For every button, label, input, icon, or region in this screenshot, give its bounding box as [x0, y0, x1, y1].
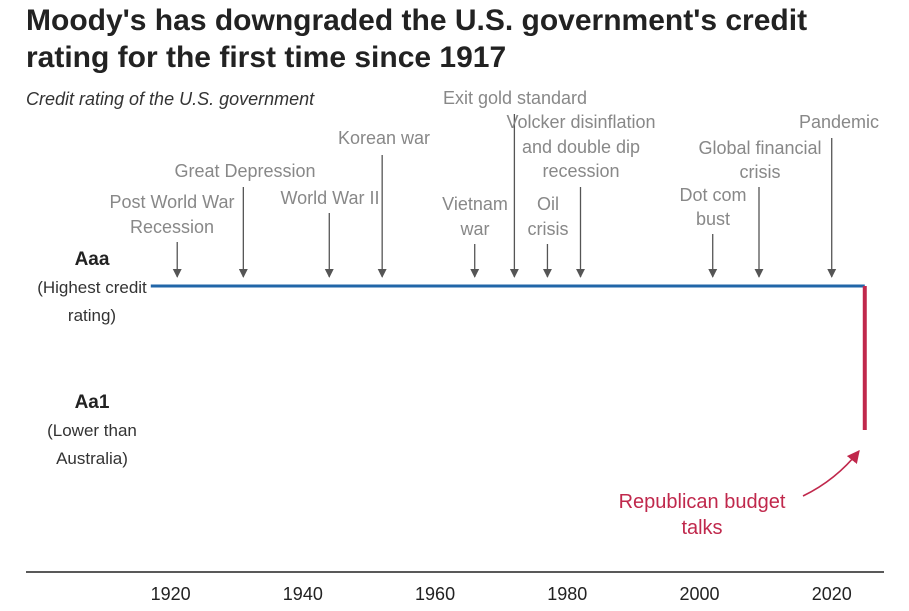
x-tick-label: 2020 [812, 584, 852, 604]
event-oil-crisis-label: crisis [528, 219, 569, 239]
event-dot-com-bust-label: bust [696, 209, 730, 229]
event-pandemic-label: Pandemic [799, 112, 879, 132]
event-global-financial-crisis-label: Global financial [698, 138, 821, 158]
event-oil-crisis-label: Oil [537, 194, 559, 214]
x-tick-label: 1960 [415, 584, 455, 604]
event-volcker-disinflation-and-double-dip-recession-label: Volcker disinflation [506, 112, 655, 132]
level-desc-aaa: rating) [68, 306, 116, 325]
level-label-aaa: Aaa [75, 249, 110, 270]
event-world-war-ii-label: World War II [280, 188, 379, 208]
event-global-financial-crisis-label: crisis [740, 162, 781, 182]
level-desc-aaa: (Highest credit [37, 278, 147, 297]
annotation-label: Republican budget [619, 491, 786, 513]
event-great-depression-label: Great Depression [174, 161, 315, 181]
x-tick-label: 1920 [151, 584, 191, 604]
event-post-world-war-recession-label: Recession [130, 217, 214, 237]
event-vietnam-war-label: Vietnam [442, 194, 508, 214]
x-tick-label: 1940 [283, 584, 323, 604]
annotation-arrow [802, 449, 860, 497]
level-label-aa1: Aa1 [75, 392, 110, 413]
level-desc-aa1: (Lower than [47, 421, 137, 440]
event-post-world-war-recession-label: Post World War [109, 192, 234, 212]
event-dot-com-bust-label: Dot com [679, 185, 746, 205]
chart-subtitle: Credit rating of the U.S. government [26, 89, 315, 109]
event-volcker-disinflation-and-double-dip-recession-label: and double dip [522, 137, 640, 157]
event-exit-gold-standard-label: Exit gold standard [443, 88, 587, 108]
x-tick-label: 2000 [679, 584, 719, 604]
level-desc-aa1: Australia) [56, 449, 128, 468]
event-volcker-disinflation-and-double-dip-recession-label: recession [542, 161, 619, 181]
event-korean-war-label: Korean war [338, 128, 430, 148]
annotation-label: talks [681, 517, 722, 539]
x-tick-label: 1980 [547, 584, 587, 604]
event-vietnam-war-label: war [459, 219, 489, 239]
chart-title: Moody's has downgraded the U.S. governme… [26, 4, 808, 74]
